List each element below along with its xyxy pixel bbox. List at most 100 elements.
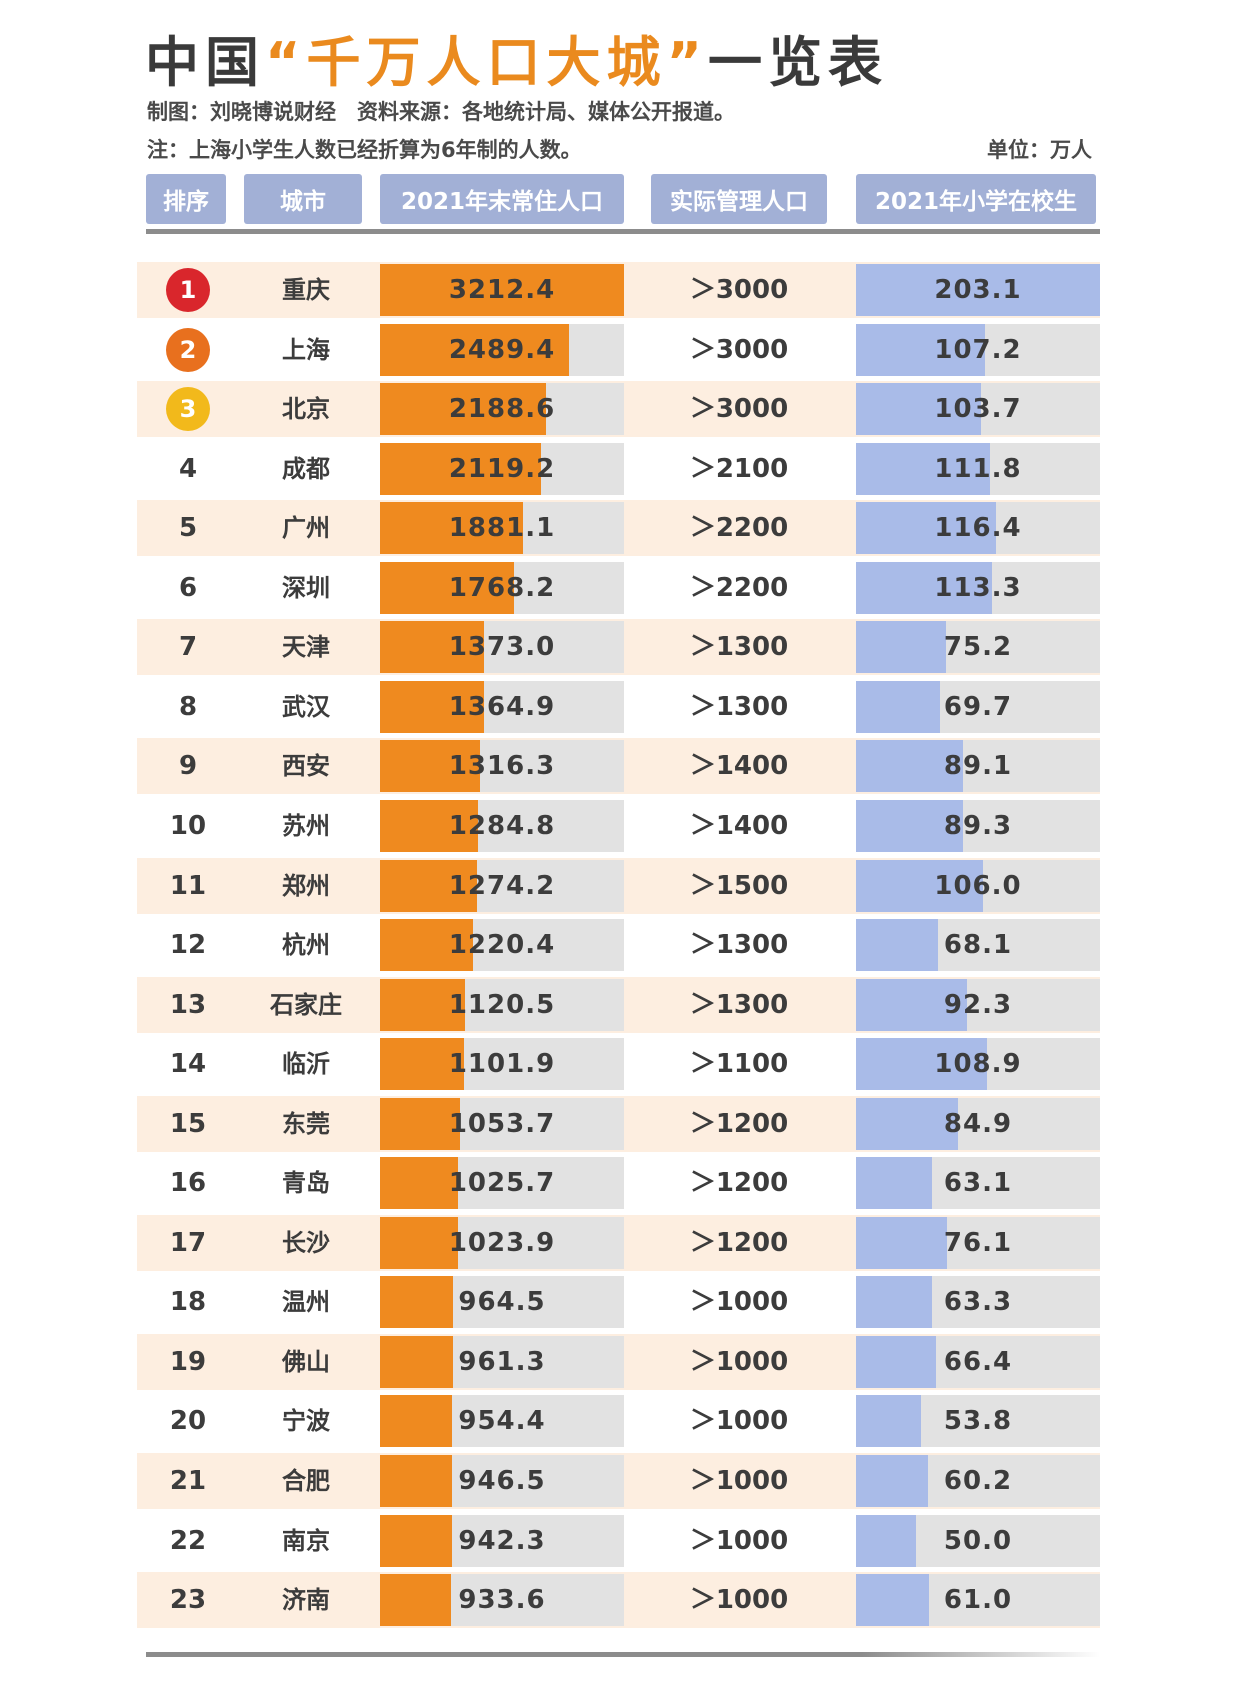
students-bar: [856, 1157, 932, 1209]
city-name: 苏州: [282, 812, 330, 840]
rank-number: 13: [169, 990, 207, 1020]
city-name: 临沂: [282, 1050, 330, 1078]
students-bar: [856, 800, 963, 852]
managed-population-value: ＞1400: [689, 811, 789, 841]
rank-number: 4: [178, 454, 198, 484]
city-name: 青岛: [282, 1169, 330, 1197]
rank-number: 17: [169, 1228, 207, 1258]
city-name: 东莞: [282, 1110, 330, 1138]
city-name: 济南: [282, 1586, 330, 1614]
city-name: 上海: [282, 336, 330, 364]
rank-medal: 3: [166, 387, 210, 431]
students-bar: [856, 860, 983, 912]
population-value: 1881.1: [448, 513, 556, 543]
rank-number: 20: [169, 1406, 207, 1436]
students-bar: [856, 1276, 932, 1328]
city-name: 北京: [282, 395, 330, 423]
students-value: 203.1: [934, 275, 1022, 305]
rank-number: 21: [169, 1466, 207, 1496]
managed-population-value: ＞2200: [689, 573, 789, 603]
rank-number: 12: [169, 930, 207, 960]
population-value: 954.4: [458, 1406, 546, 1436]
managed-population-value: ＞1200: [689, 1228, 789, 1258]
population-value: 2188.6: [448, 394, 556, 424]
population-bar: [380, 562, 514, 614]
population-bar: [380, 502, 523, 554]
students-value: 61.0: [943, 1585, 1013, 1615]
students-bar: [856, 502, 996, 554]
city-name: 宁波: [282, 1407, 330, 1435]
city-name: 西安: [282, 752, 330, 780]
students-bar: [856, 979, 967, 1031]
rank-medal: 2: [166, 328, 210, 372]
population-value: 1023.9: [448, 1228, 556, 1258]
title-suffix: 一览表: [707, 31, 888, 94]
note-line: 注：上海小学生人数已经折算为6年制的人数。: [147, 138, 582, 162]
managed-population-value: ＞3000: [689, 394, 789, 424]
city-name: 武汉: [282, 693, 330, 721]
students-value: 116.4: [934, 513, 1022, 543]
unit-label: 单位：万人: [987, 138, 1092, 162]
population-value: 946.5: [458, 1466, 546, 1496]
rank-number: 23: [169, 1585, 207, 1615]
students-bar: [856, 1574, 929, 1626]
population-value: 1364.9: [448, 692, 556, 722]
population-bar: [380, 1098, 460, 1150]
population-bar: [380, 1515, 452, 1567]
students-bar: [856, 1217, 947, 1269]
managed-population-value: ＞3000: [689, 335, 789, 365]
population-bar: [380, 860, 477, 912]
students-bar: [856, 1098, 958, 1150]
managed-population-value: ＞1400: [689, 751, 789, 781]
students-value: 89.3: [943, 811, 1013, 841]
population-bar: [380, 740, 480, 792]
rank-number: 8: [178, 692, 198, 722]
city-name: 温州: [282, 1288, 330, 1316]
population-bar: [380, 1276, 453, 1328]
city-name: 重庆: [282, 276, 330, 304]
population-value: 1768.2: [448, 573, 556, 603]
managed-population-value: ＞1100: [689, 1049, 789, 1079]
rank-number: 22: [169, 1526, 207, 1556]
population-bar: [380, 681, 484, 733]
students-value: 106.0: [934, 871, 1022, 901]
students-value: 89.1: [943, 751, 1013, 781]
city-name: 佛山: [282, 1348, 330, 1376]
students-value: 107.2: [934, 335, 1022, 365]
population-value: 1316.3: [448, 751, 556, 781]
students-bar: [856, 1336, 936, 1388]
managed-population-value: ＞1200: [689, 1168, 789, 1198]
students-value: 103.7: [934, 394, 1022, 424]
population-value: 961.3: [458, 1347, 546, 1377]
rank-number: 19: [169, 1347, 207, 1377]
population-bar: [380, 800, 478, 852]
managed-population-value: ＞1300: [689, 692, 789, 722]
students-bar: [856, 740, 963, 792]
students-value: 75.2: [943, 632, 1013, 662]
population-bar: [380, 264, 624, 316]
students-bar: [856, 681, 940, 733]
city-name: 石家庄: [270, 991, 342, 1019]
header-population: 2021年末常住人口: [380, 174, 624, 224]
students-value: 92.3: [943, 990, 1013, 1020]
header-city: 城市: [244, 174, 362, 224]
students-bar: [856, 1038, 987, 1090]
students-bar: [856, 919, 938, 971]
managed-population-value: ＞2100: [689, 454, 789, 484]
managed-population-value: ＞1500: [689, 871, 789, 901]
students-bar: [856, 1515, 916, 1567]
population-value: 964.5: [458, 1287, 546, 1317]
population-bar: [380, 621, 484, 673]
population-bar: [380, 919, 473, 971]
managed-population-value: ＞3000: [689, 275, 789, 305]
population-value: 1220.4: [448, 930, 556, 960]
rank-number: 15: [169, 1109, 207, 1139]
students-bar: [856, 621, 946, 673]
city-name: 广州: [282, 514, 330, 542]
city-name: 成都: [282, 455, 330, 483]
population-bar: [380, 324, 569, 376]
students-value: 60.2: [943, 1466, 1013, 1496]
students-bar: [856, 1395, 921, 1447]
population-value: 1284.8: [448, 811, 556, 841]
managed-population-value: ＞1300: [689, 990, 789, 1020]
